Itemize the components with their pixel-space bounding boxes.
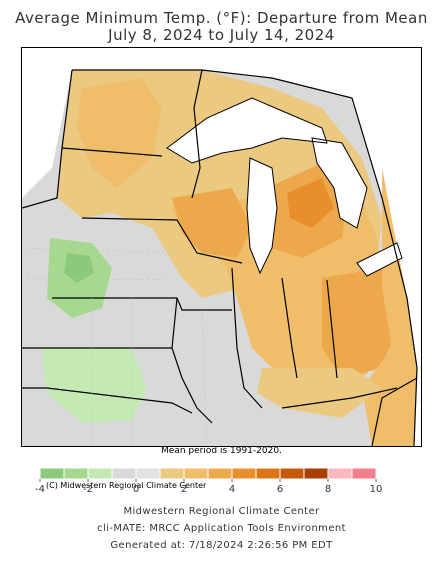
legend-swatch	[303, 467, 329, 480]
map-copyright: (C) Midwestern Regional Climate Center	[46, 481, 207, 490]
mean-period-note: Mean period is 1991-2020.	[161, 446, 282, 456]
footer-organization: Midwestern Regional Climate Center	[123, 506, 320, 517]
legend-tick-label: 8	[325, 484, 331, 495]
footer-generated: Generated at: 7/18/2024 2:26:56 PM EDT	[110, 540, 333, 551]
warm-oh	[322, 268, 397, 378]
map-title: Average Minimum Temp. (°F): Departure fr…	[15, 9, 428, 27]
legend-swatch	[207, 467, 233, 480]
map-date-range: July 8, 2024 to July 14, 2024	[108, 26, 335, 44]
departure-map: (C) Midwestern Regional Climate Center	[21, 47, 422, 490]
color-legend: -4 -2 0 2 4 6 8 10	[0, 466, 443, 496]
legend-swatch	[39, 467, 65, 480]
lake-erie	[357, 243, 402, 276]
lake-huron	[312, 138, 367, 228]
legend-swatch	[159, 467, 185, 480]
legend-swatch	[255, 467, 281, 480]
cool-west-core	[64, 253, 94, 283]
legend-swatch	[87, 467, 113, 480]
legend-tick-label: -2	[83, 484, 93, 495]
legend-tick-label: -4	[35, 484, 45, 495]
cool-southwest	[42, 348, 147, 423]
legend-swatch	[351, 467, 377, 480]
legend-tick-label: 4	[229, 484, 235, 495]
legend-swatch	[183, 467, 209, 480]
warm-ky	[257, 368, 382, 418]
footer-tool: cli-MATE: MRCC Application Tools Environ…	[97, 523, 346, 534]
legend-swatch	[231, 467, 257, 480]
legend-swatch	[111, 467, 137, 480]
warm-mn	[77, 78, 162, 188]
lake-superior	[167, 98, 327, 163]
lake-michigan	[247, 158, 277, 273]
legend-swatch	[63, 467, 89, 480]
warm-east	[362, 168, 417, 446]
legend-swatch	[279, 467, 305, 480]
legend-tick-label: 10	[370, 484, 383, 495]
legend-tick-label: 6	[277, 484, 283, 495]
legend-swatch	[327, 467, 353, 480]
legend-swatch	[135, 467, 161, 480]
warm-mi-core	[287, 178, 334, 228]
legend-tick-label: 2	[181, 484, 187, 495]
legend-tick-label: 0	[133, 484, 139, 495]
warm-wi	[172, 188, 252, 258]
